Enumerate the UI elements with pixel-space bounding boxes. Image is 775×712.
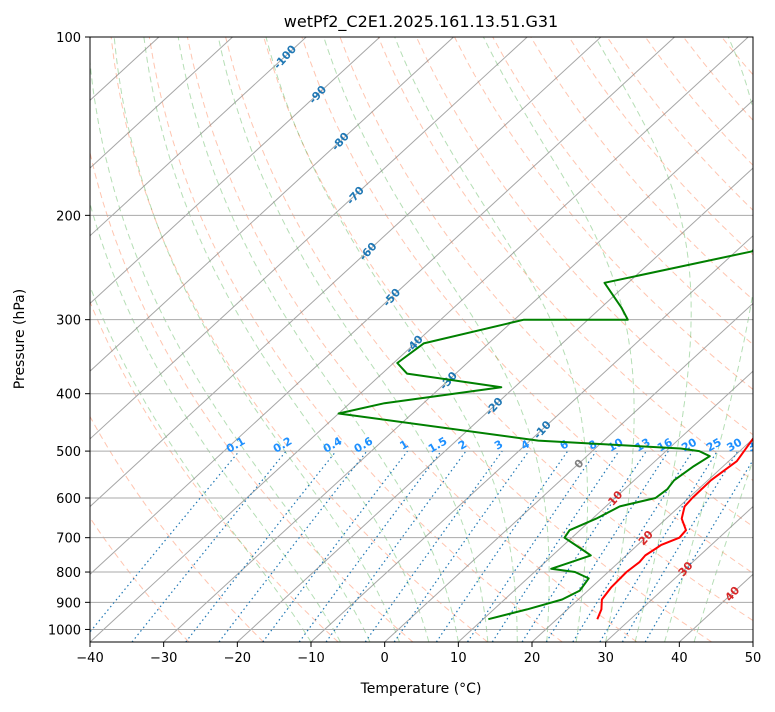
mixing-ratio-label: 16	[655, 435, 675, 454]
dry-adiabat	[35, 37, 338, 642]
dry-adiabat	[760, 37, 775, 642]
x-tick-label: 20	[524, 651, 541, 666]
isotherms	[0, 37, 775, 642]
x-tick-label: −20	[224, 651, 251, 666]
moist-adiabat	[64, 37, 340, 642]
isotherm-line	[237, 37, 775, 642]
dry-adiabat	[264, 37, 775, 642]
mixing-ratio-label: 0.2	[271, 435, 294, 456]
y-tick-label: 600	[56, 492, 81, 507]
x-axis-label: Temperature (°C)	[360, 681, 482, 697]
mixing-ratio-line	[622, 451, 737, 642]
x-tick-label: 50	[745, 651, 762, 666]
isotherm-line	[679, 37, 775, 642]
dry-adiabat	[607, 37, 775, 642]
dry-adiabat	[493, 37, 775, 642]
x-axis: −40 −30 −20 −10 0 10 20 30 40 50	[76, 642, 761, 666]
isotherm-line	[0, 37, 380, 642]
temperature-line	[597, 37, 775, 619]
mixing-ratio-label: 6	[558, 437, 571, 452]
y-axis: 100 200 300 400 500 600 700 800 900 1000	[48, 31, 90, 638]
isotherm-line	[164, 37, 775, 642]
dry-adiabat	[226, 37, 712, 642]
x-tick-label: 40	[671, 651, 688, 666]
isotherm-line	[0, 37, 454, 642]
y-tick-label: 400	[56, 388, 81, 403]
isotherm-line	[753, 37, 775, 642]
dry-adiabat	[683, 37, 775, 642]
moist-adiabat	[266, 37, 517, 642]
series-lines	[339, 37, 775, 619]
mixing-ratio-label: 0.1	[224, 435, 247, 456]
x-tick-label: 0	[381, 651, 389, 666]
dry-adiabat	[645, 37, 775, 642]
y-tick-label: 500	[56, 445, 81, 460]
mixing-ratio-label: 3	[492, 438, 505, 453]
y-tick-label: 800	[56, 566, 81, 581]
dewpoint-line	[339, 37, 775, 619]
y-tick-label: 900	[56, 596, 81, 611]
moist-adiabat	[144, 37, 429, 642]
dry-adiabat	[416, 37, 775, 642]
mixing-ratio-line	[132, 451, 286, 642]
dry-adiabat	[149, 37, 562, 642]
isotherm-line	[0, 37, 306, 642]
x-tick-label: 10	[450, 651, 467, 666]
isotherm-line	[0, 37, 527, 642]
mixing-ratio-label: 1	[397, 438, 410, 453]
x-tick-label: −40	[76, 651, 103, 666]
dry-adiabats	[0, 37, 775, 642]
dry-adiabat	[0, 37, 189, 642]
y-axis-label: Pressure (hPa)	[12, 289, 28, 389]
mixing-ratio-line	[82, 451, 239, 642]
mixing-ratio-label: 1.5	[426, 435, 449, 456]
y-tick-label: 300	[56, 314, 81, 329]
moist-adiabat	[694, 37, 775, 642]
y-tick-label: 200	[56, 209, 81, 224]
moist-adiabat	[88, 37, 370, 642]
dry-adiabat	[722, 37, 775, 642]
mixing-ratio-line	[326, 451, 466, 642]
chart-title: wetPf2_C2E1.2025.161.13.51.G31	[284, 12, 558, 32]
isotherm-line	[16, 37, 674, 642]
y-tick-label: 1000	[48, 623, 81, 638]
x-tick-label: −30	[150, 651, 177, 666]
y-tick-label: 700	[56, 532, 81, 547]
mixing-ratio-label: 0.4	[321, 434, 345, 455]
x-tick-label: 30	[597, 651, 614, 666]
mixing-ratio-line	[263, 451, 408, 642]
moist-adiabat	[43, 37, 311, 642]
mixing-ratio-label: 30	[724, 435, 744, 454]
moist-adiabat	[595, 37, 691, 642]
y-tick-label: 100	[56, 31, 81, 46]
moist-adiabat	[218, 37, 488, 642]
mixing-ratio-label: 0.6	[352, 434, 376, 455]
mixing-ratio-label: 8	[586, 438, 599, 453]
dry-adiabat	[0, 37, 263, 642]
x-tick-label: −10	[297, 651, 324, 666]
isotherm-line	[311, 37, 775, 642]
moist-adiabat	[483, 37, 634, 642]
isotherm-line	[458, 37, 775, 642]
